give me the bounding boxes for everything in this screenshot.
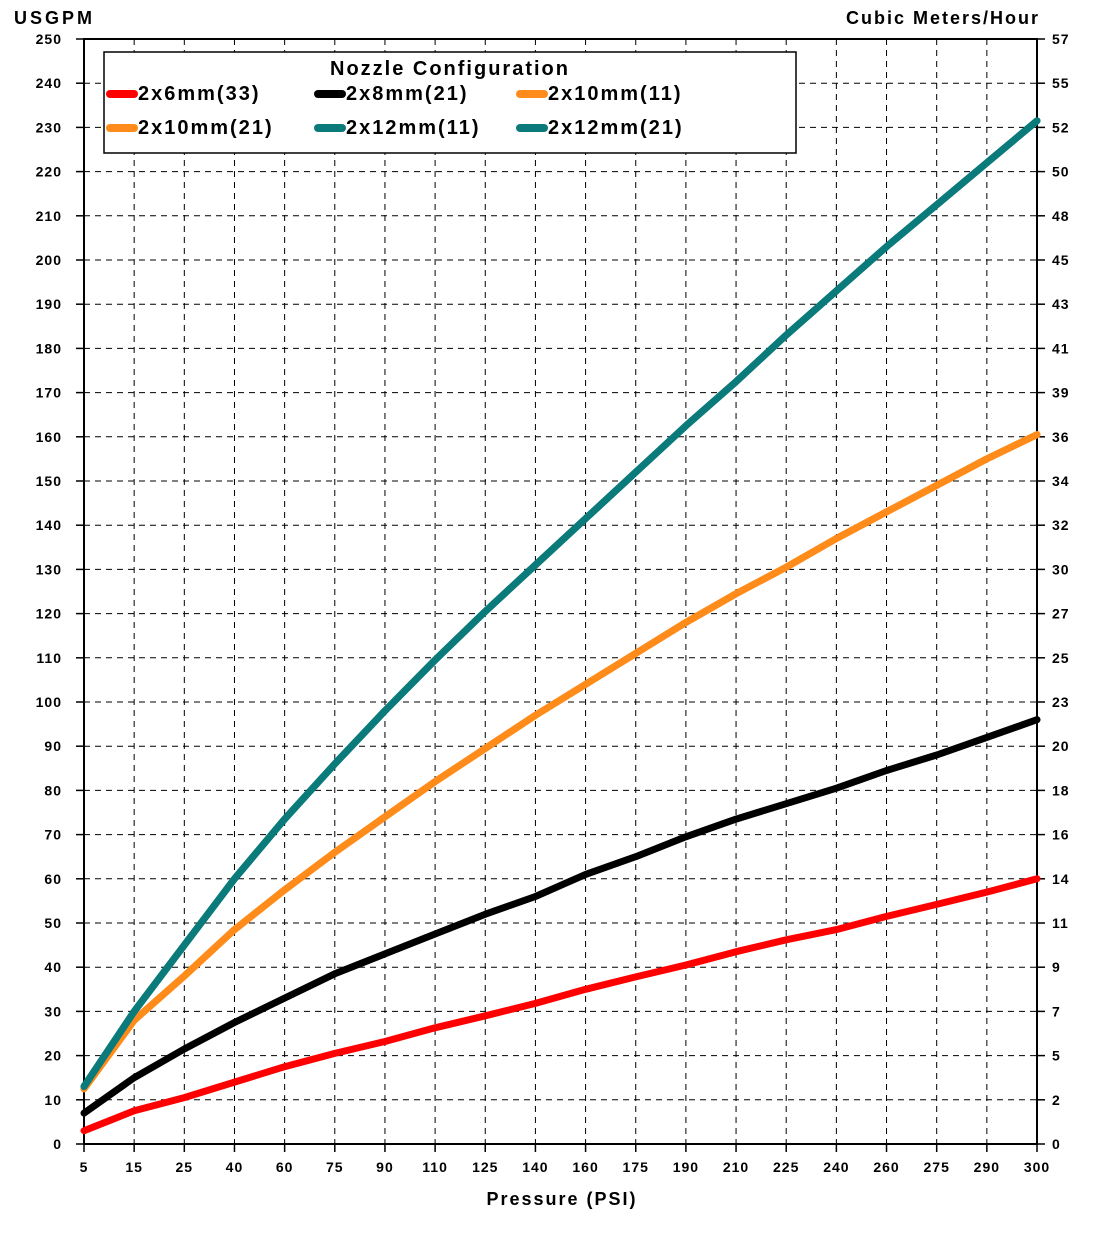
- legend-label: 2x12mm(11): [346, 117, 481, 139]
- x-tick-label: 290: [974, 1159, 1000, 1175]
- x-tick-label: 5: [80, 1159, 89, 1175]
- series-line: [80, 875, 1041, 1135]
- right-tick-label: 48: [1052, 208, 1070, 224]
- x-tick-label: 125: [472, 1159, 498, 1175]
- x-tick-label: 210: [723, 1159, 749, 1175]
- series-line: [80, 431, 1041, 1093]
- x-tick-label: 140: [522, 1159, 548, 1175]
- left-tick-label: 150: [36, 473, 62, 489]
- right-tick-label: 25: [1052, 650, 1070, 666]
- left-tick-label: 170: [36, 385, 62, 401]
- right-tick-label: 45: [1052, 252, 1070, 268]
- right-tick-label: 14: [1052, 871, 1070, 887]
- x-tick-label: 225: [773, 1159, 799, 1175]
- left-tick-label: 230: [36, 119, 62, 135]
- legend-title: Nozzle Configuration: [330, 58, 570, 80]
- left-tick-label: 210: [36, 208, 62, 224]
- right-tick-label: 34: [1052, 473, 1070, 489]
- x-tick-label: 110: [422, 1159, 448, 1175]
- left-tick-label: 220: [36, 164, 62, 180]
- x-tick-label: 25: [176, 1159, 194, 1175]
- legend-label: 2x10mm(21): [138, 117, 274, 139]
- series-line: [80, 117, 1041, 1090]
- legend: Nozzle Configuration 2x6mm(33) 2x8mm(21) 2…: [103, 51, 797, 154]
- left-tick-label: 60: [44, 871, 62, 887]
- right-tick-label: 11: [1052, 915, 1069, 931]
- right-tick-label: 41: [1052, 340, 1070, 356]
- left-tick-label: 110: [36, 650, 62, 666]
- x-tick-label: 175: [623, 1159, 649, 1175]
- left-tick-label: 190: [36, 296, 62, 312]
- x-axis-title: Pressure (PSI): [486, 1189, 637, 1209]
- legend-label: 2x12mm(21): [548, 117, 684, 139]
- right-tick-label: 2: [1052, 1092, 1061, 1108]
- right-tick-label: 20: [1052, 738, 1070, 754]
- grid: [76, 38, 1045, 1152]
- left-tick-labels: 0 10 20 30 40 50 60 70 80 90 100 110 120 130 140 150 160…: [36, 31, 62, 1152]
- series-line: [80, 431, 1041, 1093]
- series-line: [80, 117, 1041, 1090]
- right-tick-label: 50: [1052, 164, 1070, 180]
- left-tick-label: 180: [36, 340, 62, 356]
- right-tick-label: 0: [1052, 1136, 1061, 1152]
- right-tick-labels: 0257911141618202325273032343639414345485…: [1052, 31, 1070, 1152]
- right-tick-label: 5: [1052, 1048, 1061, 1064]
- right-tick-label: 9: [1052, 959, 1061, 975]
- left-tick-label: 130: [36, 561, 62, 577]
- right-tick-label: 52: [1052, 119, 1070, 135]
- left-tick-label: 90: [44, 738, 62, 754]
- left-tick-label: 240: [36, 75, 62, 91]
- legend-label: 2x6mm(33): [138, 83, 261, 105]
- left-tick-label: 200: [36, 252, 62, 268]
- right-tick-label: 57: [1052, 31, 1070, 47]
- x-tick-label: 75: [326, 1159, 344, 1175]
- right-tick-label: 55: [1052, 75, 1070, 91]
- legend-label: 2x10mm(11): [548, 83, 683, 105]
- left-tick-label: 160: [36, 429, 62, 445]
- right-tick-label: 7: [1052, 1003, 1061, 1019]
- x-tick-label: 300: [1024, 1159, 1050, 1175]
- left-tick-label: 50: [44, 915, 62, 931]
- x-tick-label: 15: [125, 1159, 143, 1175]
- x-tick-label: 190: [673, 1159, 699, 1175]
- left-tick-label: 70: [44, 827, 62, 843]
- x-tick-label: 40: [226, 1159, 244, 1175]
- legend-items: 2x6mm(33) 2x8mm(21) 2x10mm(11) 2x10mm(21) 2x…: [106, 83, 684, 139]
- left-tick-label: 80: [44, 782, 62, 798]
- series-line: [80, 716, 1041, 1117]
- x-tick-label: 275: [924, 1159, 950, 1175]
- right-tick-label: 27: [1052, 606, 1070, 622]
- right-tick-label: 23: [1052, 694, 1070, 710]
- left-axis-title: USGPM: [14, 8, 95, 28]
- right-axis-title: Cubic Meters/Hour: [846, 8, 1040, 28]
- x-tick-label: 240: [823, 1159, 849, 1175]
- right-tick-label: 43: [1052, 296, 1070, 312]
- x-tick-labels: 5 15 25 40 60 75 90 110 125 140 160 175 190 210 225 240…: [80, 1159, 1050, 1175]
- legend-label: 2x8mm(21): [346, 83, 469, 105]
- left-tick-label: 40: [44, 959, 62, 975]
- left-tick-label: 0: [53, 1136, 62, 1152]
- x-tick-label: 260: [873, 1159, 899, 1175]
- right-tick-label: 16: [1052, 827, 1070, 843]
- x-tick-label: 60: [276, 1159, 294, 1175]
- legend-box: [103, 51, 797, 154]
- series-layer: [80, 117, 1041, 1135]
- left-tick-label: 120: [36, 606, 62, 622]
- x-tick-label: 90: [376, 1159, 394, 1175]
- right-tick-label: 36: [1052, 429, 1070, 445]
- right-tick-label: 18: [1052, 782, 1070, 798]
- left-tick-label: 20: [44, 1048, 62, 1064]
- left-tick-label: 30: [44, 1003, 62, 1019]
- left-tick-label: 250: [36, 31, 62, 47]
- plot-frame: [83, 38, 1038, 1145]
- right-tick-label: 39: [1052, 385, 1070, 401]
- left-tick-label: 140: [36, 517, 62, 533]
- left-tick-label: 10: [44, 1092, 62, 1108]
- left-tick-label: 100: [36, 694, 62, 710]
- right-tick-label: 30: [1052, 561, 1070, 577]
- x-tick-label: 160: [572, 1159, 598, 1175]
- right-tick-label: 32: [1052, 517, 1070, 533]
